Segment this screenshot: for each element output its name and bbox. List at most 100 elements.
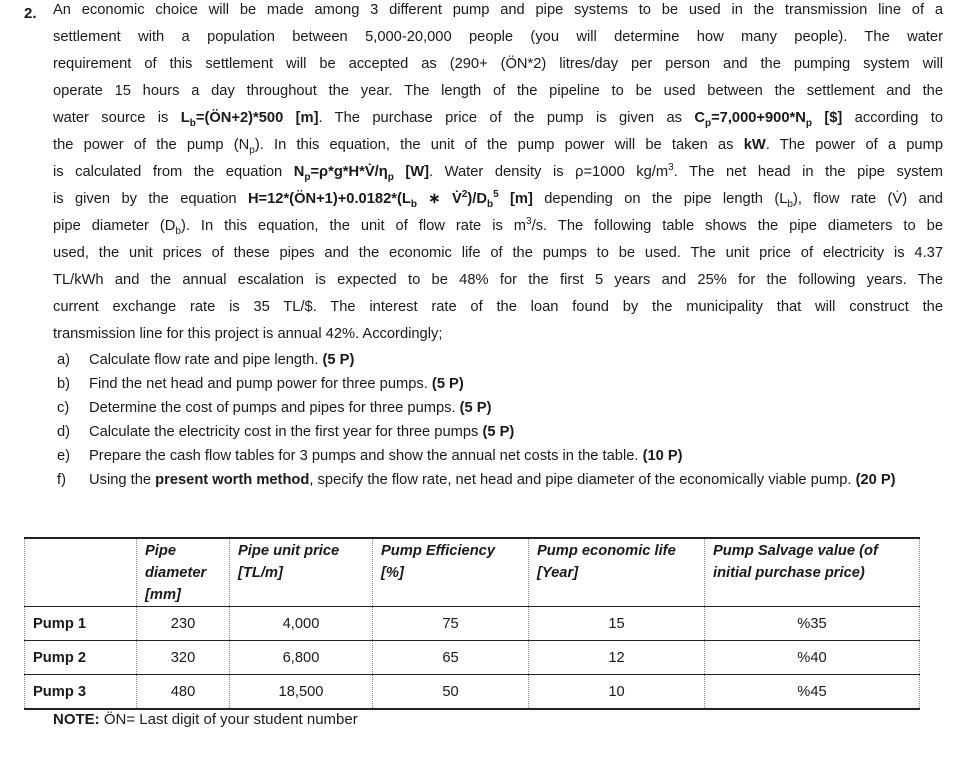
table-cell: %45 xyxy=(704,674,920,710)
paragraph-line: An economic choice will be made among 3 … xyxy=(53,0,943,24)
paragraph-line: current exchange rate is 35 TL/$. The in… xyxy=(53,294,943,321)
note-label: NOTE: xyxy=(53,711,100,728)
table-row: Pump 2 320 6,800 65 12 %40 xyxy=(24,640,920,675)
text-run: [$] xyxy=(811,110,843,126)
text-run: b xyxy=(486,198,494,210)
text-run: 3 xyxy=(526,216,532,228)
text-run: [m] xyxy=(498,191,533,207)
paragraph-line: operate 15 hours a day throughout the ye… xyxy=(53,78,943,105)
text-run: . The power of a pump xyxy=(765,137,943,153)
task-letter: b) xyxy=(57,376,71,392)
paragraph-line: transmission line for this project is an… xyxy=(53,321,943,348)
text-run: . The net head in the pipe system xyxy=(673,164,943,180)
text-run: the power of the pump (N xyxy=(53,137,250,153)
task-item: a) Calculate flow rate and pipe length. (… xyxy=(57,348,937,372)
text-run: /s. The following table shows the pipe d… xyxy=(531,218,943,234)
text-run: =ρ*g*H*V̇/η xyxy=(310,164,388,180)
text-run: (10 P) xyxy=(642,448,683,464)
text-run: L xyxy=(180,110,190,126)
text-run: is given by the equation xyxy=(53,191,248,207)
table-cell: 15 xyxy=(528,606,705,641)
text-run: ∗ V̇ xyxy=(416,191,462,207)
text-run: (5 P) xyxy=(482,424,515,440)
table-cell: 4,000 xyxy=(229,606,373,641)
pump-pipe-table: Pipe diameter [mm] Pipe unit price [TL/m… xyxy=(24,537,920,710)
paragraph-line: the power of the pump (Np). In this equa… xyxy=(53,132,943,159)
text-run: An economic choice will be made among 3 … xyxy=(53,2,943,18)
task-letter: f) xyxy=(57,472,66,488)
table-cell: %35 xyxy=(704,606,920,641)
task-letter: e) xyxy=(57,448,71,464)
text-run: (5 P) xyxy=(322,352,355,368)
text-run: 2 xyxy=(461,189,468,201)
text-run: b xyxy=(410,198,417,210)
text-run: Calculate the electricity cost in the fi… xyxy=(89,424,483,440)
text-run: p xyxy=(387,171,394,183)
header-blank xyxy=(24,537,137,607)
text-run: C xyxy=(694,110,705,126)
table-cell: 12 xyxy=(528,640,705,675)
task-item: c) Determine the cost of pumps and pipes … xyxy=(57,396,937,420)
paragraph-line: used, the unit prices of these pipes and… xyxy=(53,240,943,267)
text-run: =(ÖN+2)*500 [m] xyxy=(195,110,319,126)
task-item: b) Find the net head and pump power for t… xyxy=(57,372,937,396)
note-text: ÖN= Last digit of your student number xyxy=(99,711,358,728)
text-run: ), flow rate (V̇) and xyxy=(792,191,943,207)
paragraph-line: is calculated from the equation Np=ρ*g*H… xyxy=(53,159,943,186)
text-run: ). In this equation, the unit of flow ra… xyxy=(180,218,527,234)
task-letter: d) xyxy=(57,424,71,440)
task-item: d) Calculate the electricity cost in the … xyxy=(57,420,937,444)
table-row: Pump 1 230 4,000 75 15 %35 xyxy=(24,606,920,641)
header-pump-economic-life: Pump economic life [Year] xyxy=(528,537,705,607)
text-run: p xyxy=(249,144,255,156)
text-run: p xyxy=(805,117,812,129)
text-run: (5 P) xyxy=(459,400,492,416)
text-run: depending on the pipe length (L xyxy=(532,191,788,207)
text-run: Find the net head and pump power for thr… xyxy=(89,376,432,392)
header-pump-efficiency: Pump Efficiency [%] xyxy=(372,537,529,607)
text-run: TL/kWh and the annual escalation is expe… xyxy=(53,272,943,288)
text-run: Prepare the cash flow tables for 3 pumps… xyxy=(89,448,643,464)
table-cell: 75 xyxy=(372,606,529,641)
table-cell: 65 xyxy=(372,640,529,675)
paragraph-line: settlement with a population between 5,0… xyxy=(53,24,943,51)
text-run: (20 P) xyxy=(855,472,896,488)
paragraph-line: requirement of this settlement will be a… xyxy=(53,51,943,78)
text-run: water source is xyxy=(53,110,181,126)
text-run: kW xyxy=(743,137,766,153)
paragraph-line: pipe diameter (Db). In this equation, th… xyxy=(53,213,943,240)
question-paragraph: An economic choice will be made among 3 … xyxy=(53,0,943,348)
text-run: ). In this equation, the unit of the pum… xyxy=(254,137,744,153)
text-run: Using the xyxy=(89,472,156,488)
table-cell: 6,800 xyxy=(229,640,373,675)
task-list: a) Calculate flow rate and pipe length. (… xyxy=(57,348,937,492)
row-label: Pump 2 xyxy=(24,640,137,675)
text-run: transmission line for this project is an… xyxy=(53,326,443,342)
table-cell: 230 xyxy=(136,606,230,641)
question-number: 2. xyxy=(24,5,37,22)
task-item: f) Using the present worth method, specif… xyxy=(57,468,937,492)
paragraph-line: water source is Lb=(ÖN+2)*500 [m]. The p… xyxy=(53,105,943,132)
note: NOTE: ÖN= Last digit of your student num… xyxy=(53,708,358,732)
text-run: )/D xyxy=(467,191,487,207)
table-cell: 480 xyxy=(136,674,230,710)
text-run: p xyxy=(304,171,311,183)
text-run: . The purchase price of the pump is give… xyxy=(318,110,695,126)
text-run: settlement with a population between 5,0… xyxy=(53,29,943,45)
text-run: , specify the flow rate, net head and pi… xyxy=(309,472,856,488)
text-run: [W] xyxy=(393,164,430,180)
text-run: current exchange rate is 35 TL/$. The in… xyxy=(53,299,943,315)
text-run: b xyxy=(175,225,181,237)
table-cell: 50 xyxy=(372,674,529,710)
text-run: operate 15 hours a day throughout the ye… xyxy=(53,83,943,99)
text-run: requirement of this settlement will be a… xyxy=(53,56,943,72)
paragraph-line: TL/kWh and the annual escalation is expe… xyxy=(53,267,943,294)
paragraph-line: is given by the equation H=12*(ÖN+1)+0.0… xyxy=(53,186,943,213)
text-run: b xyxy=(189,117,196,129)
text-run: Determine the cost of pumps and pipes fo… xyxy=(89,400,460,416)
text-run: is calculated from the equation xyxy=(53,164,294,180)
row-label: Pump 1 xyxy=(24,606,137,641)
task-item: e) Prepare the cash flow tables for 3 pum… xyxy=(57,444,937,468)
text-run: used, the unit prices of these pipes and… xyxy=(53,245,943,261)
table-row: Pump 3 480 18,500 50 10 %45 xyxy=(24,674,920,710)
